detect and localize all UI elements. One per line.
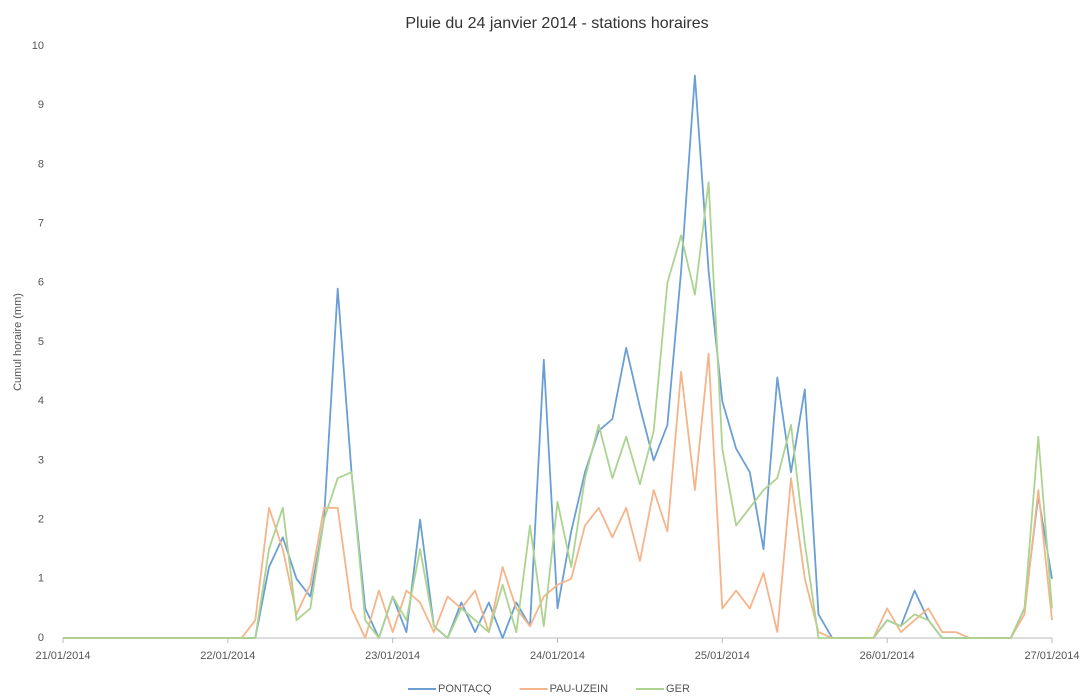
x-tick-label: 21/01/2014 (35, 650, 90, 662)
y-tick-label: 10 (32, 40, 44, 52)
y-tick-label: 1 (38, 573, 44, 585)
y-tick-label: 2 (38, 514, 44, 526)
legend-label: GER (666, 683, 690, 695)
series-line (63, 74, 1053, 639)
series-line (63, 181, 1053, 639)
y-tick-label: 3 (38, 454, 44, 466)
x-tick-label: 26/01/2014 (860, 650, 915, 662)
x-tick-label: 23/01/2014 (365, 650, 420, 662)
legend-label: PAU-UZEIN (550, 683, 609, 695)
x-tick-label: 27/01/2014 (1024, 650, 1079, 662)
y-tick-label: 7 (38, 218, 44, 230)
y-tick-label: 9 (38, 99, 44, 111)
y-tick-label: 4 (38, 395, 44, 407)
x-tick-label: 24/01/2014 (530, 650, 585, 662)
y-tick-label: 5 (38, 336, 44, 348)
y-tick-label: 0 (38, 632, 44, 644)
x-tick-label: 25/01/2014 (695, 650, 750, 662)
y-tick-label: 8 (38, 158, 44, 170)
x-tick-label: 22/01/2014 (200, 650, 255, 662)
y-tick-label: 6 (38, 277, 44, 289)
y-axis-label: Cumul horaire (mm) (12, 293, 24, 391)
legend-label: PONTACQ (438, 683, 492, 695)
chart-title: Pluie du 24 janvier 2014 - stations hora… (405, 15, 708, 32)
